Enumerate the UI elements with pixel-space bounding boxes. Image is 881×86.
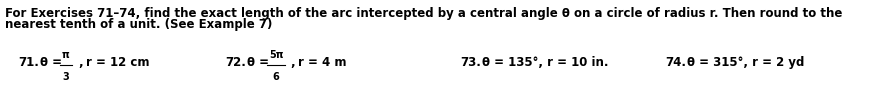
Text: 73.: 73. [460, 56, 481, 69]
Text: , r = 12 cm: , r = 12 cm [79, 56, 150, 69]
Text: θ = 315°, r = 2 yd: θ = 315°, r = 2 yd [687, 56, 804, 69]
Text: nearest tenth of a unit. (See Example 7): nearest tenth of a unit. (See Example 7) [5, 18, 272, 31]
Text: θ =: θ = [247, 56, 273, 69]
Text: For Exercises 71–74, find the exact length of the arc intercepted by a central a: For Exercises 71–74, find the exact leng… [5, 7, 842, 20]
Text: π: π [63, 50, 70, 60]
Text: θ =: θ = [40, 56, 66, 69]
Text: 3: 3 [63, 72, 70, 82]
Text: 5π: 5π [269, 50, 284, 60]
Text: θ = 135°, r = 10 in.: θ = 135°, r = 10 in. [482, 56, 609, 69]
Text: 6: 6 [272, 72, 279, 82]
Text: 74.: 74. [665, 56, 686, 69]
Text: 72.: 72. [225, 56, 246, 69]
Text: , r = 4 m: , r = 4 m [291, 56, 346, 69]
Text: 71.: 71. [18, 56, 39, 69]
